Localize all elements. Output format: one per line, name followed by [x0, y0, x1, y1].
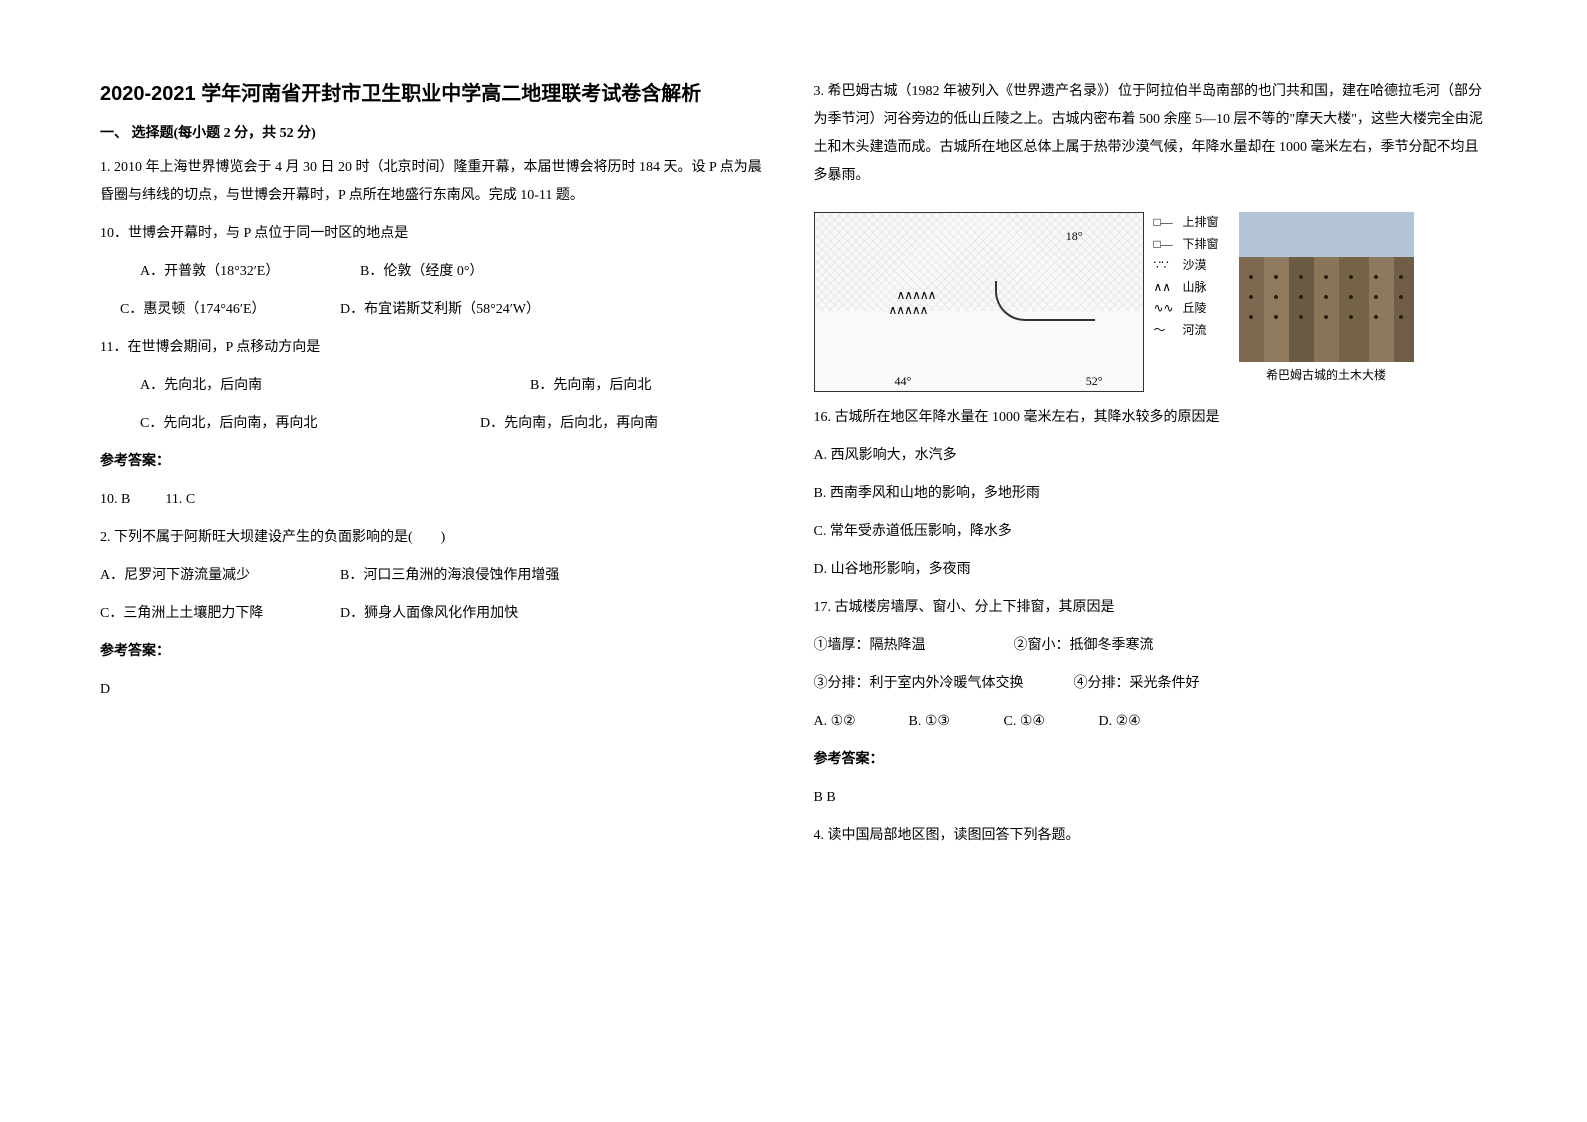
q3-sub16: 16. 古城所在地区年降水量在 1000 毫米左右，其降水较多的原因是 [814, 404, 1488, 432]
q1-sub11-b: B．先向南，后向北 [530, 372, 651, 400]
q3-sub17-3: ③分排：利于室内外冷暖气体交换 [814, 670, 1074, 698]
legend-mountain: ∧∧ 山脉 [1154, 277, 1229, 299]
q2-answer: D [100, 676, 774, 704]
section-heading: 一、 选择题(每小题 2 分，共 52 分) [100, 122, 774, 142]
hill-icon: ∿∿ [1154, 298, 1179, 320]
window-down-icon: □— [1154, 234, 1179, 256]
q1-sub10-a: A．开普敦（18°32′E） [140, 258, 360, 286]
legend-desert: ∵∵ 沙漠 [1154, 255, 1229, 277]
photo-windows [1239, 257, 1414, 362]
legend-mountain-label: 山脉 [1183, 277, 1207, 299]
q3-sub17-2: ②窗小：抵御冬季寒流 [1014, 632, 1154, 660]
legend-window-up-label: 上排窗 [1183, 212, 1219, 234]
mountain-icon: ∧∧ [1154, 277, 1179, 299]
q1-sub10-d: D．布宜诺斯艾利斯（58°24′W） [340, 296, 540, 324]
q3-sub16-b: B. 西南季风和山地的影响，多地形雨 [814, 480, 1488, 508]
mountain-symbol-2: ∧∧∧∧∧ [889, 303, 928, 317]
legend-window-up: □— 上排窗 [1154, 212, 1229, 234]
desert-icon: ∵∵ [1154, 255, 1179, 277]
q2-c: C．三角洲上土壤肥力下降 [100, 600, 340, 628]
legend-window-down-label: 下排窗 [1183, 234, 1219, 256]
right-column: 3. 希巴姆古城（1982 年被列入《世界遗产名录》）位于阿拉伯半岛南部的也门共… [814, 78, 1488, 860]
photo-box: 希巴姆古城的土木大楼 [1239, 212, 1414, 383]
q3-sub17-4: ④分排：采光条件好 [1074, 670, 1200, 698]
photo-caption: 希巴姆古城的土木大楼 [1239, 366, 1414, 383]
q1-sub10-row1: A．开普敦（18°32′E） B．伦敦（经度 0°） [100, 258, 774, 286]
q3-figure-row: ∧∧∧∧∧ ∧∧∧∧∧ 18° 44° 52° □— 上排窗 □— 下排窗 [814, 212, 1488, 392]
shibam-photo [1239, 212, 1414, 362]
q3-sub17-1: ①墙厚：隔热降温 [814, 632, 1014, 660]
q3-sub17-row1: ①墙厚：隔热降温 ②窗小：抵御冬季寒流 [814, 632, 1488, 660]
q1-sub11-row1: A．先向北，后向南 B．先向南，后向北 [100, 372, 774, 400]
q3-sub17-a: A. ①② [814, 708, 909, 736]
map-figure: ∧∧∧∧∧ ∧∧∧∧∧ 18° 44° 52° [814, 212, 1144, 392]
mountain-symbol-1: ∧∧∧∧∧ [897, 288, 936, 302]
legend-desert-label: 沙漠 [1183, 255, 1207, 277]
q1-sub11-c: C．先向北，后向南，再向北 [100, 410, 480, 438]
legend-hill-label: 丘陵 [1183, 298, 1207, 320]
q2-stem: 2. 下列不属于阿斯旺大坝建设产生的负面影响的是( ) [100, 524, 774, 552]
q3-sub17: 17. 古城楼房墙厚、窗小、分上下排窗，其原因是 [814, 594, 1488, 622]
q2-row2: C．三角洲上土壤肥力下降 D．狮身人面像风化作用加快 [100, 600, 774, 628]
map-river-line [995, 281, 1095, 321]
q3-sub16-d: D. 山谷地形影响，多夜雨 [814, 556, 1488, 584]
map-coord-52: 52° [1086, 374, 1103, 389]
q1-sub10-b: B．伦敦（经度 0°） [360, 258, 483, 286]
q1-answer: 10. B 11. C [100, 486, 774, 514]
q2-answer-label: 参考答案： [100, 638, 774, 666]
legend-window-down: □— 下排窗 [1154, 234, 1229, 256]
q1-stem: 1. 2010 年上海世界博览会于 4 月 30 日 20 时（北京时间）隆重开… [100, 154, 774, 210]
river-icon: ～ [1154, 320, 1179, 342]
left-column: 2020-2021 学年河南省开封市卫生职业中学高二地理联考试卷含解析 一、 选… [100, 78, 774, 860]
q3-sub17-c: C. ①④ [1004, 708, 1099, 736]
exam-title: 2020-2021 学年河南省开封市卫生职业中学高二地理联考试卷含解析 [100, 78, 774, 110]
q4-stem: 4. 读中国局部地区图，读图回答下列各题。 [814, 822, 1488, 850]
q1-answer-label: 参考答案： [100, 448, 774, 476]
q2-row1: A．尼罗河下游流量减少 B．河口三角洲的海浪侵蚀作用增强 [100, 562, 774, 590]
q3-answer: B B [814, 784, 1488, 812]
q3-answer-label: 参考答案： [814, 746, 1488, 774]
q1-sub11-row2: C．先向北，后向南，再向北 D．先向南，后向北，再向南 [100, 410, 774, 438]
q3-sub16-a: A. 西风影响大，水汽多 [814, 442, 1488, 470]
q1-sub10-row2: C．惠灵顿（174°46′E） D．布宜诺斯艾利斯（58°24′W） [100, 296, 774, 324]
q2-a: A．尼罗河下游流量减少 [100, 562, 340, 590]
q3-sub16-c: C. 常年受赤道低压影响，降水多 [814, 518, 1488, 546]
legend-river-label: 河流 [1183, 320, 1207, 342]
map-legend: □— 上排窗 □— 下排窗 ∵∵ 沙漠 ∧∧ 山脉 ∿∿ 丘陵 [1154, 212, 1229, 342]
q1-sub11-d: D．先向南，后向北，再向南 [480, 410, 658, 438]
q2-d: D．狮身人面像风化作用加快 [340, 600, 518, 628]
map-mountains-icon: ∧∧∧∧∧ ∧∧∧∧∧ [897, 288, 936, 318]
q1-sub10-c: C．惠灵顿（174°46′E） [120, 296, 340, 324]
q1-sub11-a: A．先向北，后向南 [100, 372, 530, 400]
map-coord-44: 44° [895, 374, 912, 389]
q1-sub11: 11．在世博会期间，P 点移动方向是 [100, 334, 774, 362]
q3-sub17-opts: A. ①② B. ①③ C. ①④ D. ②④ [814, 708, 1488, 736]
legend-river: ～ 河流 [1154, 320, 1229, 342]
legend-hill: ∿∿ 丘陵 [1154, 298, 1229, 320]
q3-sub17-b: B. ①③ [909, 708, 1004, 736]
q1-sub10: 10．世博会开幕时，与 P 点位于同一时区的地点是 [100, 220, 774, 248]
page-container: 2020-2021 学年河南省开封市卫生职业中学高二地理联考试卷含解析 一、 选… [100, 78, 1487, 860]
q3-stem: 3. 希巴姆古城（1982 年被列入《世界遗产名录》）位于阿拉伯半岛南部的也门共… [814, 78, 1488, 190]
q3-sub17-d: D. ②④ [1099, 708, 1194, 736]
q3-sub17-row2: ③分排：利于室内外冷暖气体交换 ④分排：采光条件好 [814, 670, 1488, 698]
q2-b: B．河口三角洲的海浪侵蚀作用增强 [340, 562, 559, 590]
map-coord-18: 18° [1066, 229, 1083, 244]
window-up-icon: □— [1154, 212, 1179, 234]
